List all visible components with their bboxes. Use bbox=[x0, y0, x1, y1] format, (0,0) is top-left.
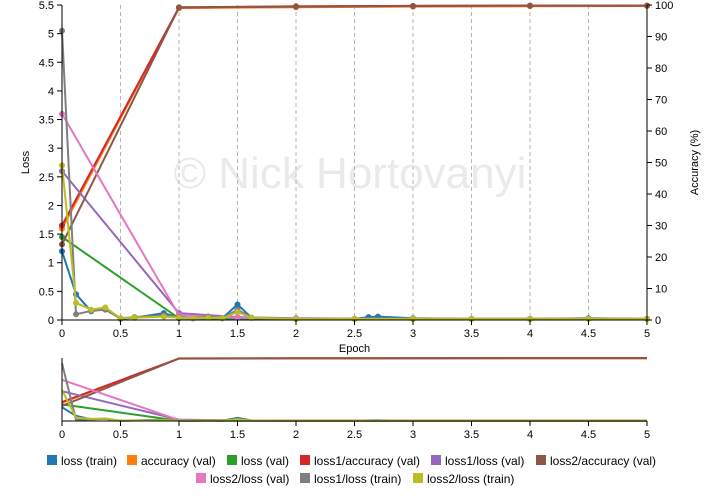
legend-swatch bbox=[536, 455, 546, 465]
y-left-tick-label: 2 bbox=[48, 200, 54, 212]
legend-swatch bbox=[227, 455, 237, 465]
series-point bbox=[234, 301, 241, 308]
y-right-tick-label: 100 bbox=[655, 0, 673, 12]
legend-label: loss (train) bbox=[61, 454, 117, 468]
legend-swatch bbox=[47, 455, 57, 465]
legend-label: accuracy (val) bbox=[141, 454, 216, 468]
y-left-tick-label: 1.5 bbox=[39, 229, 54, 241]
y-left-tick-label: 2.5 bbox=[39, 172, 54, 184]
legend-label: loss1/loss (train) bbox=[314, 472, 401, 486]
series-point bbox=[73, 299, 80, 306]
y-right-tick-label: 20 bbox=[655, 252, 667, 264]
y-left-tick-label: 0.5 bbox=[39, 286, 54, 298]
legend-label: loss2/loss (val) bbox=[210, 472, 289, 486]
legend-swatch bbox=[196, 473, 206, 483]
legend-swatch bbox=[431, 455, 441, 465]
series-line bbox=[61, 165, 647, 320]
legend-swatch bbox=[413, 473, 423, 483]
x-tick-label: 3.5 bbox=[464, 328, 479, 340]
y-left-tick-label: 1 bbox=[48, 258, 54, 270]
y-right-tick-label: 40 bbox=[655, 189, 667, 201]
overview-panel[interactable]: 0 0.5 1 1.5 2 2.5 3 3.5 4 4.5 5 bbox=[59, 357, 650, 441]
y-axis-left-title: Loss bbox=[20, 150, 32, 174]
legend-label: loss2/accuracy (val) bbox=[550, 454, 656, 468]
legend-swatch bbox=[127, 455, 137, 465]
main-axes: 00.511.522.533.544.555.50102030405060708… bbox=[20, 0, 701, 355]
watermark-text: © Nick Hortovanyi bbox=[174, 149, 527, 198]
series-point bbox=[293, 3, 299, 10]
overview-x-tick-label: 4 bbox=[527, 429, 533, 441]
overview-x-tick-label: 5 bbox=[644, 429, 650, 441]
y-right-tick-label: 50 bbox=[655, 158, 667, 170]
overview-series-line bbox=[61, 357, 647, 404]
overview-series-line bbox=[61, 357, 648, 404]
legend-label: loss2/loss (train) bbox=[427, 472, 514, 486]
overview-x-tick-label: 3.5 bbox=[464, 429, 479, 441]
series-line bbox=[61, 4, 647, 245]
watermark-layer: © Nick Hortovanyi bbox=[174, 149, 527, 198]
y-left-tick-label: 5.5 bbox=[39, 0, 54, 12]
y-left-tick-label: 3 bbox=[48, 143, 54, 155]
legend-label: loss1/accuracy (val) bbox=[314, 454, 420, 468]
y-left-tick-label: 4 bbox=[48, 86, 54, 98]
series-point bbox=[527, 2, 533, 9]
series-point bbox=[73, 311, 80, 318]
legend-swatch bbox=[300, 455, 310, 465]
x-axis-title: Epoch bbox=[339, 343, 370, 355]
overview-x-tick-label: 1 bbox=[176, 429, 182, 441]
overview-x-tick-label: 3 bbox=[410, 429, 416, 441]
overview-x-tick-label: 1.5 bbox=[230, 429, 245, 441]
overview-x-tick-label: 4.5 bbox=[581, 429, 596, 441]
y-right-tick-label: 80 bbox=[655, 63, 667, 75]
series-point bbox=[131, 314, 138, 321]
y-right-tick-label: 30 bbox=[655, 221, 667, 233]
y-left-tick-label: 4.5 bbox=[39, 57, 54, 69]
series-point bbox=[176, 4, 182, 11]
x-tick-label: 1 bbox=[176, 328, 182, 340]
x-tick-label: 0 bbox=[59, 328, 65, 340]
x-tick-label: 5 bbox=[644, 328, 650, 340]
series-point bbox=[102, 304, 109, 311]
x-tick-label: 3 bbox=[410, 328, 416, 340]
legend-swatch bbox=[300, 473, 310, 483]
y-right-tick-label: 90 bbox=[655, 32, 667, 44]
y-right-tick-label: 70 bbox=[655, 95, 667, 107]
x-tick-label: 2.5 bbox=[347, 328, 362, 340]
overview-x-tick-label: 0 bbox=[59, 429, 65, 441]
series-point bbox=[176, 314, 182, 321]
legend: loss (train) accuracy (val) loss (val) loss… bbox=[47, 454, 656, 486]
overview-x-tick-label: 2.5 bbox=[347, 429, 362, 441]
y-right-tick-label: 60 bbox=[655, 126, 667, 138]
overview-x-tick-label: 0.5 bbox=[113, 429, 128, 441]
overview-series-line bbox=[61, 378, 647, 422]
series-point bbox=[410, 2, 416, 9]
y-axis-right-title: Accuracy (%) bbox=[689, 130, 701, 195]
y-left-tick-label: 0 bbox=[48, 315, 54, 327]
series-point bbox=[248, 314, 255, 321]
x-tick-label: 4.5 bbox=[581, 328, 596, 340]
y-left-tick-label: 5 bbox=[48, 29, 54, 41]
series-point bbox=[160, 313, 167, 320]
y-right-tick-label: 10 bbox=[655, 284, 667, 296]
series-point bbox=[205, 314, 212, 321]
legend-label: loss (val) bbox=[241, 454, 289, 468]
overview-x-tick-label: 2 bbox=[293, 429, 299, 441]
y-right-tick-label: 0 bbox=[655, 315, 661, 327]
x-tick-label: 0.5 bbox=[113, 328, 128, 340]
series-point bbox=[234, 314, 241, 321]
series-point bbox=[234, 308, 241, 315]
x-tick-label: 4 bbox=[527, 328, 533, 340]
overview-series-line bbox=[61, 357, 647, 407]
x-tick-label: 2 bbox=[293, 328, 299, 340]
x-tick-label: 1.5 bbox=[230, 328, 245, 340]
series-point bbox=[88, 306, 95, 313]
legend-label: loss1/loss (val) bbox=[445, 454, 524, 468]
y-left-tick-label: 3.5 bbox=[39, 115, 54, 127]
